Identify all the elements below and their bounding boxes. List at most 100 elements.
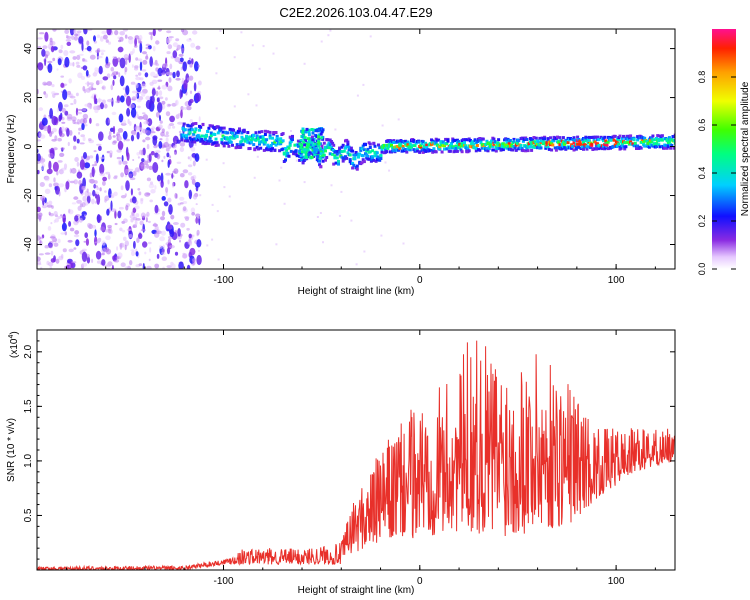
signal-band-late [520, 147, 524, 150]
noise-blob [168, 77, 172, 83]
signal-band-early [368, 146, 372, 149]
signal-band-late [655, 142, 658, 146]
signal-band-late [392, 141, 396, 144]
noise-blob [157, 79, 163, 82]
noise-blob [49, 265, 52, 269]
noise-blob [69, 263, 71, 269]
signal-band-early [322, 141, 326, 145]
signal-band-late [512, 139, 516, 143]
noise-blob [187, 77, 191, 81]
noise-blob [117, 127, 124, 133]
y-tick-label: 1.0 [23, 454, 34, 468]
noise-blob [187, 156, 190, 160]
signal-band-early [252, 143, 256, 147]
noise-blob [182, 61, 187, 72]
noise-blob [135, 251, 139, 257]
signal-band-late [380, 150, 384, 154]
signal-band-late [657, 143, 661, 147]
faint-pixel [219, 133, 222, 136]
noise-blob [110, 193, 115, 197]
noise-blob [77, 205, 82, 211]
noise-blob [79, 142, 85, 145]
noise-blob [134, 67, 139, 71]
noise-blob [91, 198, 95, 205]
noise-blob [136, 237, 140, 243]
signal-band-late [408, 148, 412, 152]
noise-blob [166, 51, 171, 55]
noise-blob [131, 64, 134, 68]
noise-blob [140, 83, 147, 88]
noise-blob [124, 66, 128, 73]
noise-blob [82, 177, 86, 189]
signal-band-early [205, 141, 208, 145]
signal-band-late [485, 147, 489, 151]
signal-band-late [605, 143, 609, 147]
signal-band-early [368, 150, 372, 154]
signal-band-late [382, 143, 386, 147]
noise-blob [116, 149, 122, 153]
signal-band-late [543, 137, 547, 141]
noise-blob [136, 114, 139, 119]
noise-blob [105, 235, 111, 241]
signal-burst [317, 139, 321, 143]
signal-band-early [251, 137, 254, 141]
noise-blob [47, 63, 53, 74]
signal-band-late [430, 142, 433, 146]
noise-blob [188, 233, 192, 239]
noise-blob [175, 100, 178, 105]
faint-pixel [216, 210, 219, 213]
signal-burst [311, 138, 315, 142]
signal-burst [315, 143, 319, 147]
spectrogram-marks [37, 29, 675, 269]
noise-blob [165, 172, 172, 176]
signal-band-late [650, 140, 654, 144]
colorbar-label: Normalized spectral amplitude [740, 81, 750, 216]
faint-pixel [247, 93, 250, 96]
signal-band-late [602, 144, 605, 148]
signal-burst [304, 152, 308, 156]
noise-blob [59, 170, 65, 175]
noise-blob [184, 106, 187, 111]
signal-band-late [599, 135, 603, 139]
signal-band-late [399, 144, 403, 148]
faint-pixel [319, 212, 322, 214]
noise-blob [58, 183, 65, 188]
noise-blob [181, 253, 188, 259]
signal-band-early [202, 139, 206, 143]
noise-blob [159, 236, 166, 242]
signal-band-late [619, 146, 623, 150]
noise-blob [107, 41, 112, 45]
signal-burst [306, 137, 310, 141]
noise-blob [152, 162, 159, 173]
noise-blob [139, 40, 143, 44]
faint-pixel [388, 169, 391, 172]
noise-blob [172, 50, 178, 59]
signal-band-late [561, 136, 565, 140]
noise-blob [146, 211, 150, 217]
noise-blob [188, 237, 191, 243]
signal-band-early [337, 162, 340, 166]
signal-burst [311, 143, 315, 147]
noise-blob [72, 56, 77, 60]
signal-band-early [351, 161, 355, 165]
signal-band-early [378, 158, 382, 162]
noise-blob [51, 205, 54, 209]
signal-band-late [441, 140, 445, 144]
noise-blob [150, 133, 153, 137]
signal-band-late [503, 145, 506, 149]
signal-band-late [388, 140, 392, 144]
signal-band-early [291, 135, 294, 139]
signal-band-early [234, 131, 238, 135]
noise-blob [145, 53, 148, 60]
noise-blob [37, 37, 43, 40]
noise-blob [88, 82, 94, 86]
noise-blob [73, 234, 80, 238]
signal-band-early [372, 158, 376, 162]
signal-band-late [453, 149, 457, 153]
snr-scale-label: (x104) [8, 331, 20, 358]
noise-blob [56, 68, 59, 71]
signal-band-late [454, 144, 458, 148]
noise-blob [71, 167, 77, 174]
signal-band-late [525, 138, 529, 141]
signal-burst [303, 155, 307, 159]
